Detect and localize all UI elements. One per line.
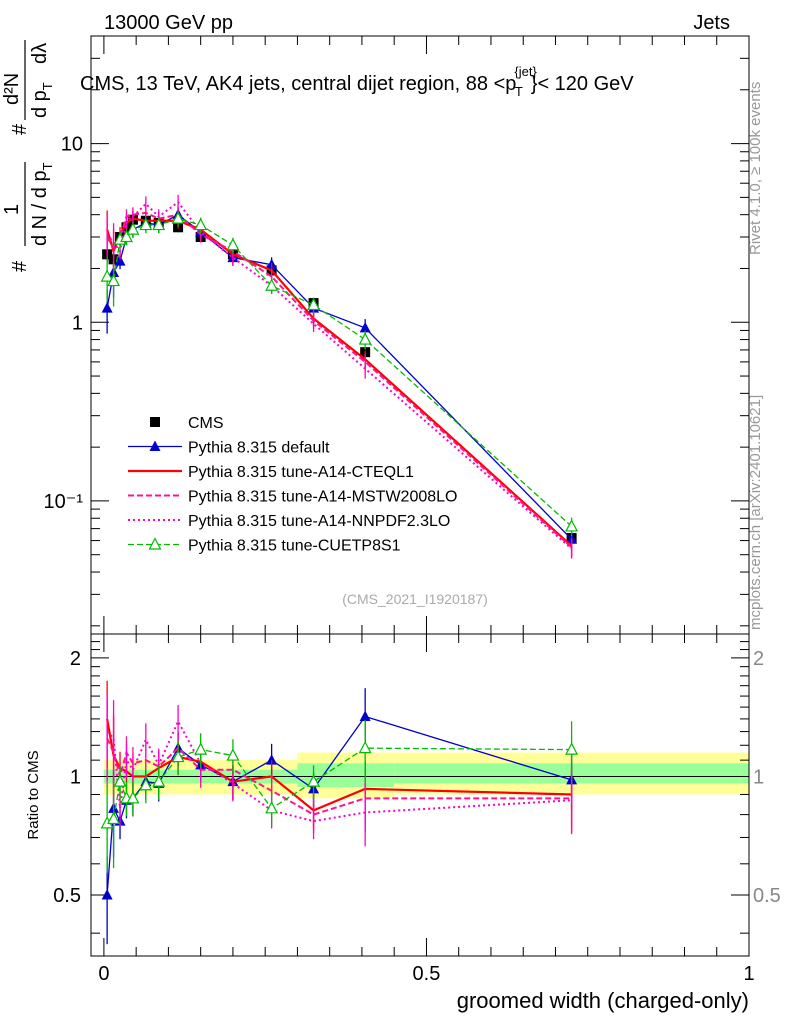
- cuetp8s1-ratio-point: [226, 748, 240, 761]
- header-category: Jets: [693, 12, 730, 34]
- legend-item-cteql1: Pythia 8.315 tune-A14-CTEQL1: [128, 464, 414, 481]
- main-series: [100, 194, 579, 559]
- ylabel-one: 1: [1, 204, 23, 215]
- cuetp8s1-point: [565, 519, 579, 532]
- legend: CMS Pythia 8.315 default Pythia 8.315 tune…: [128, 415, 457, 555]
- legend-label-nnpdf: Pythia 8.315 tune-A14-NNPDF2.3LO: [188, 513, 450, 530]
- cuetp8s1-ratio-point: [107, 811, 121, 825]
- cuetp8s1-ratio-point: [194, 742, 208, 755]
- main-x-ticks: [103, 36, 750, 634]
- ratio-y-tick-label: 1: [70, 766, 81, 788]
- ratio-y-tick-label-right: 1: [753, 766, 764, 788]
- ratio-x-ticks: 0 0.5 1: [98, 634, 755, 985]
- cuetp8s1-ratio-point: [171, 749, 185, 763]
- default-ratio-point: [359, 710, 371, 721]
- cuetp8s1-point: [139, 217, 153, 231]
- ratio-frame: [90, 633, 750, 957]
- legend-marker-cms: [150, 417, 160, 427]
- ylabel-denominator: d N / d pT: [29, 162, 55, 246]
- cuetp8s1-ratio-point: [113, 774, 127, 787]
- mstw-ratio-line: [106, 737, 572, 816]
- mstw-line: [106, 211, 573, 549]
- default-ratio-point: [101, 888, 113, 900]
- default-point: [114, 255, 126, 266]
- cuetp8s1-ratio-point: [358, 740, 372, 754]
- band-green: [297, 763, 395, 788]
- legend-label-cuetp8s1: Pythia 8.315 tune-CUETP8S1: [188, 538, 401, 555]
- analysis-watermark: (CMS_2021_I1920187): [342, 591, 488, 607]
- main-y-tick-label: 10⁻¹: [44, 491, 84, 513]
- cuetp8s1-point: [152, 217, 166, 231]
- ratio-y-axis-label: Ratio to CMS: [25, 750, 42, 839]
- cuetp8s1-point: [307, 297, 321, 311]
- ratio-y-tick-label: 2: [70, 648, 81, 670]
- ratio-plot: 0.5 0.51 12 2 0 0.5 1: [53, 633, 781, 985]
- main-y-axis-label: # 1 d N / d pT # d²N d pT dλ: [1, 40, 55, 272]
- cuetp8s1-ratio-point: [126, 791, 140, 804]
- legend-marker-default: [149, 440, 161, 451]
- legend-label-mstw: Pythia 8.315 tune-A14-MSTW2008LO: [188, 489, 457, 506]
- cuetp8s1-point: [265, 278, 279, 291]
- rivet-version-label: Rivet 4.1.0, ≥ 100k events: [747, 82, 764, 255]
- cuetp8s1-ratio-point: [565, 742, 579, 755]
- ylabel-d2N: d²N: [1, 73, 23, 105]
- default-point: [359, 321, 371, 333]
- legend-label-cteql1: Pythia 8.315 tune-A14-CTEQL1: [188, 464, 414, 481]
- legend-marker-cuetp8s1: [148, 537, 162, 550]
- x-tick-label: 0: [98, 963, 109, 985]
- cuetp8s1-point: [100, 269, 114, 282]
- cuetp8s1-point: [358, 332, 372, 345]
- x-axis-label: groomed width (charged-only): [457, 988, 749, 1013]
- default-point: [101, 302, 113, 313]
- x-tick-label: 1: [743, 963, 754, 985]
- legend-item-cms: CMS: [150, 415, 224, 432]
- ylabel-hash-2: #: [9, 123, 31, 135]
- legend-item-cuetp8s1: Pythia 8.315 tune-CUETP8S1: [128, 537, 401, 555]
- cuetp8s1-point: [107, 273, 121, 287]
- cuetp8s1-point: [126, 222, 140, 235]
- ratio-y-ticks: 0.5 0.5 1 1 2 2: [53, 641, 781, 934]
- main-y-ticks: 10⁻¹ 1 10: [44, 35, 749, 627]
- default-ratio-point: [266, 754, 278, 765]
- ratio-y-tick-label-right: 2: [753, 648, 764, 670]
- ylabel-hash-1: #: [9, 260, 31, 272]
- x-tick-label: 0.5: [413, 963, 441, 985]
- cuetp8s1-ratio-point: [265, 801, 279, 814]
- cuetp8s1-point: [119, 229, 133, 243]
- legend-label-cms: CMS: [188, 415, 224, 432]
- nnpdf-line: [106, 200, 573, 550]
- cuetp8s1-point: [226, 237, 240, 251]
- header-collision: 13000 GeV pp: [104, 12, 233, 34]
- cuetp8s1-point: [171, 211, 185, 224]
- main-title: CMS, 13 TeV, AK4 jets, central dijet reg…: [80, 64, 634, 99]
- ylabel-dpT: d pT: [29, 82, 55, 118]
- ratio-y-tick-label-right: 0.5: [753, 885, 781, 907]
- legend-item-mstw: Pythia 8.315 tune-A14-MSTW2008LO: [128, 489, 457, 506]
- ratio-series-cuetp8s1: [100, 719, 579, 873]
- legend-item-nnpdf: Pythia 8.315 tune-A14-NNPDF2.3LO: [128, 513, 450, 530]
- series-cuetp8s1: [100, 211, 579, 537]
- ylabel-dlambda: dλ: [29, 43, 51, 64]
- mcplots-label: mcplots.cern.ch [arXiv:2401.10621]: [747, 395, 764, 630]
- cuetp8s1-ratio-point: [152, 774, 166, 787]
- legend-label-default: Pythia 8.315 default: [188, 440, 330, 457]
- ratio-y-tick-label: 0.5: [53, 885, 81, 907]
- main-plot: 10⁻¹ 1 10: [44, 35, 750, 635]
- main-y-tick-label: 10: [61, 134, 83, 156]
- ratio-series: [100, 680, 579, 945]
- cuetp8s1-ratio-point: [139, 777, 153, 791]
- cuetp8s1-point: [194, 217, 208, 231]
- cuetp8s1-ratio-point: [307, 774, 321, 787]
- legend-item-default: Pythia 8.315 default: [128, 440, 330, 457]
- main-y-tick-label: 1: [72, 312, 83, 334]
